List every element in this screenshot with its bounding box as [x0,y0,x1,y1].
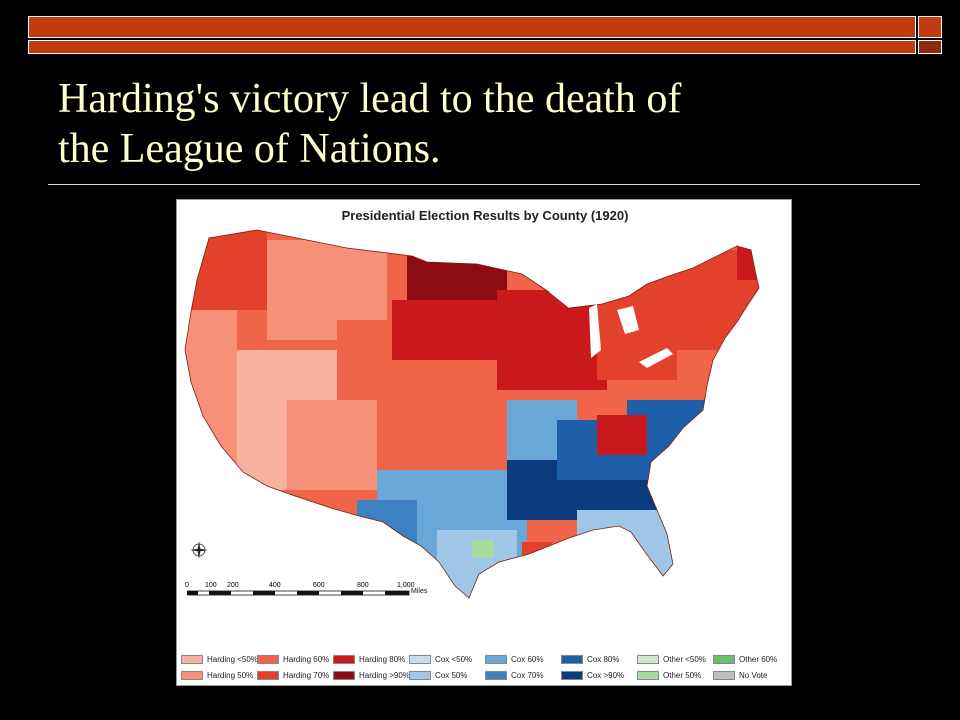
slide-title-line2: the League of Nations. [58,126,441,172]
legend-swatch [333,655,355,664]
us-county-map [184,229,760,599]
top-bar-right [918,16,942,38]
legend-item: Harding 50% [181,670,254,682]
scale-label-600: 600 [313,582,325,589]
legend-label: Cox 80% [587,655,620,664]
compass-rose-icon [190,541,208,559]
legend-label: No Vote [739,671,768,680]
top-bar-long [28,16,916,38]
scale-label-100: 100 [205,582,217,589]
legend-label: Other 50% [663,671,702,680]
top-decorative-bars [0,0,960,60]
legend-label: Cox 50% [435,671,468,680]
legend-label: Other 60% [739,655,778,664]
legend-label: Harding 80% [359,655,406,664]
legend-swatch [637,671,659,680]
map-legend: Harding <50% Harding 50% Harding 60% Har… [181,652,787,684]
lake-superior [549,278,609,308]
legend-label: Cox <50% [435,655,473,664]
legend-swatch [485,655,507,664]
scale-unit: Miles [411,588,428,595]
legend-swatch [713,655,735,664]
legend-label: Cox 60% [511,655,544,664]
mid-bar-long [28,40,916,54]
legend-item: Other <50% [637,654,707,666]
legend-swatch [257,655,279,664]
legend-swatch [637,655,659,664]
legend-swatch [561,671,583,680]
legend-swatch [181,655,203,664]
legend-item: Cox >90% [561,670,631,682]
legend-label: Harding 70% [283,671,330,680]
legend-swatch [561,655,583,664]
title-divider [48,184,920,185]
legend-item: Harding 70% [257,670,330,682]
legend-label: Cox 70% [511,671,544,680]
legend-item: Harding 60% [257,654,330,666]
legend-item: Harding >90% [333,670,410,682]
legend-item: Cox 60% [485,654,555,666]
legend-swatch [181,671,203,680]
lake-erie [639,348,673,368]
lake-huron [617,306,639,334]
legend-item: Other 60% [713,654,783,666]
legend-label: Harding <50% [207,655,258,664]
scale-label-1000: 1,000 [397,582,415,589]
legend-item: Harding <50% [181,654,258,666]
us-outline [184,229,760,599]
legend-label: Harding 60% [283,655,330,664]
legend-label: Other <50% [663,655,706,664]
scale-label-0: 0 [185,582,189,589]
slide-title-line1: Harding's victory lead to the death of [58,76,682,122]
legend-item: Cox 70% [485,670,555,682]
legend-item: Cox 50% [409,670,479,682]
scale-label-200: 200 [227,582,239,589]
legend-swatch [409,655,431,664]
legend-item: No Vote [713,670,783,682]
legend-swatch [409,671,431,680]
legend-label: Cox >90% [587,671,625,680]
legend-label: Harding 50% [207,671,254,680]
legend-label: Harding >90% [359,671,410,680]
slide-title: Harding's victory lead to the death of t… [58,74,858,174]
scale-label-800: 800 [357,582,369,589]
legend-swatch [257,671,279,680]
election-map-figure: Presidential Election Results by County … [176,199,792,686]
legend-swatch [485,671,507,680]
map-title: Presidential Election Results by County … [341,208,629,223]
scale-label-400: 400 [269,582,281,589]
legend-item: Other 50% [637,670,707,682]
legend-swatch [713,671,735,680]
scale-bar: 0 100 200 400 600 800 1,000 Miles [185,580,428,610]
legend-item: Cox <50% [409,654,479,666]
legend-item: Cox 80% [561,654,631,666]
mid-bar-right [918,40,942,54]
legend-item: Harding 80% [333,654,406,666]
lake-michigan [589,304,601,358]
legend-swatch [333,671,355,680]
